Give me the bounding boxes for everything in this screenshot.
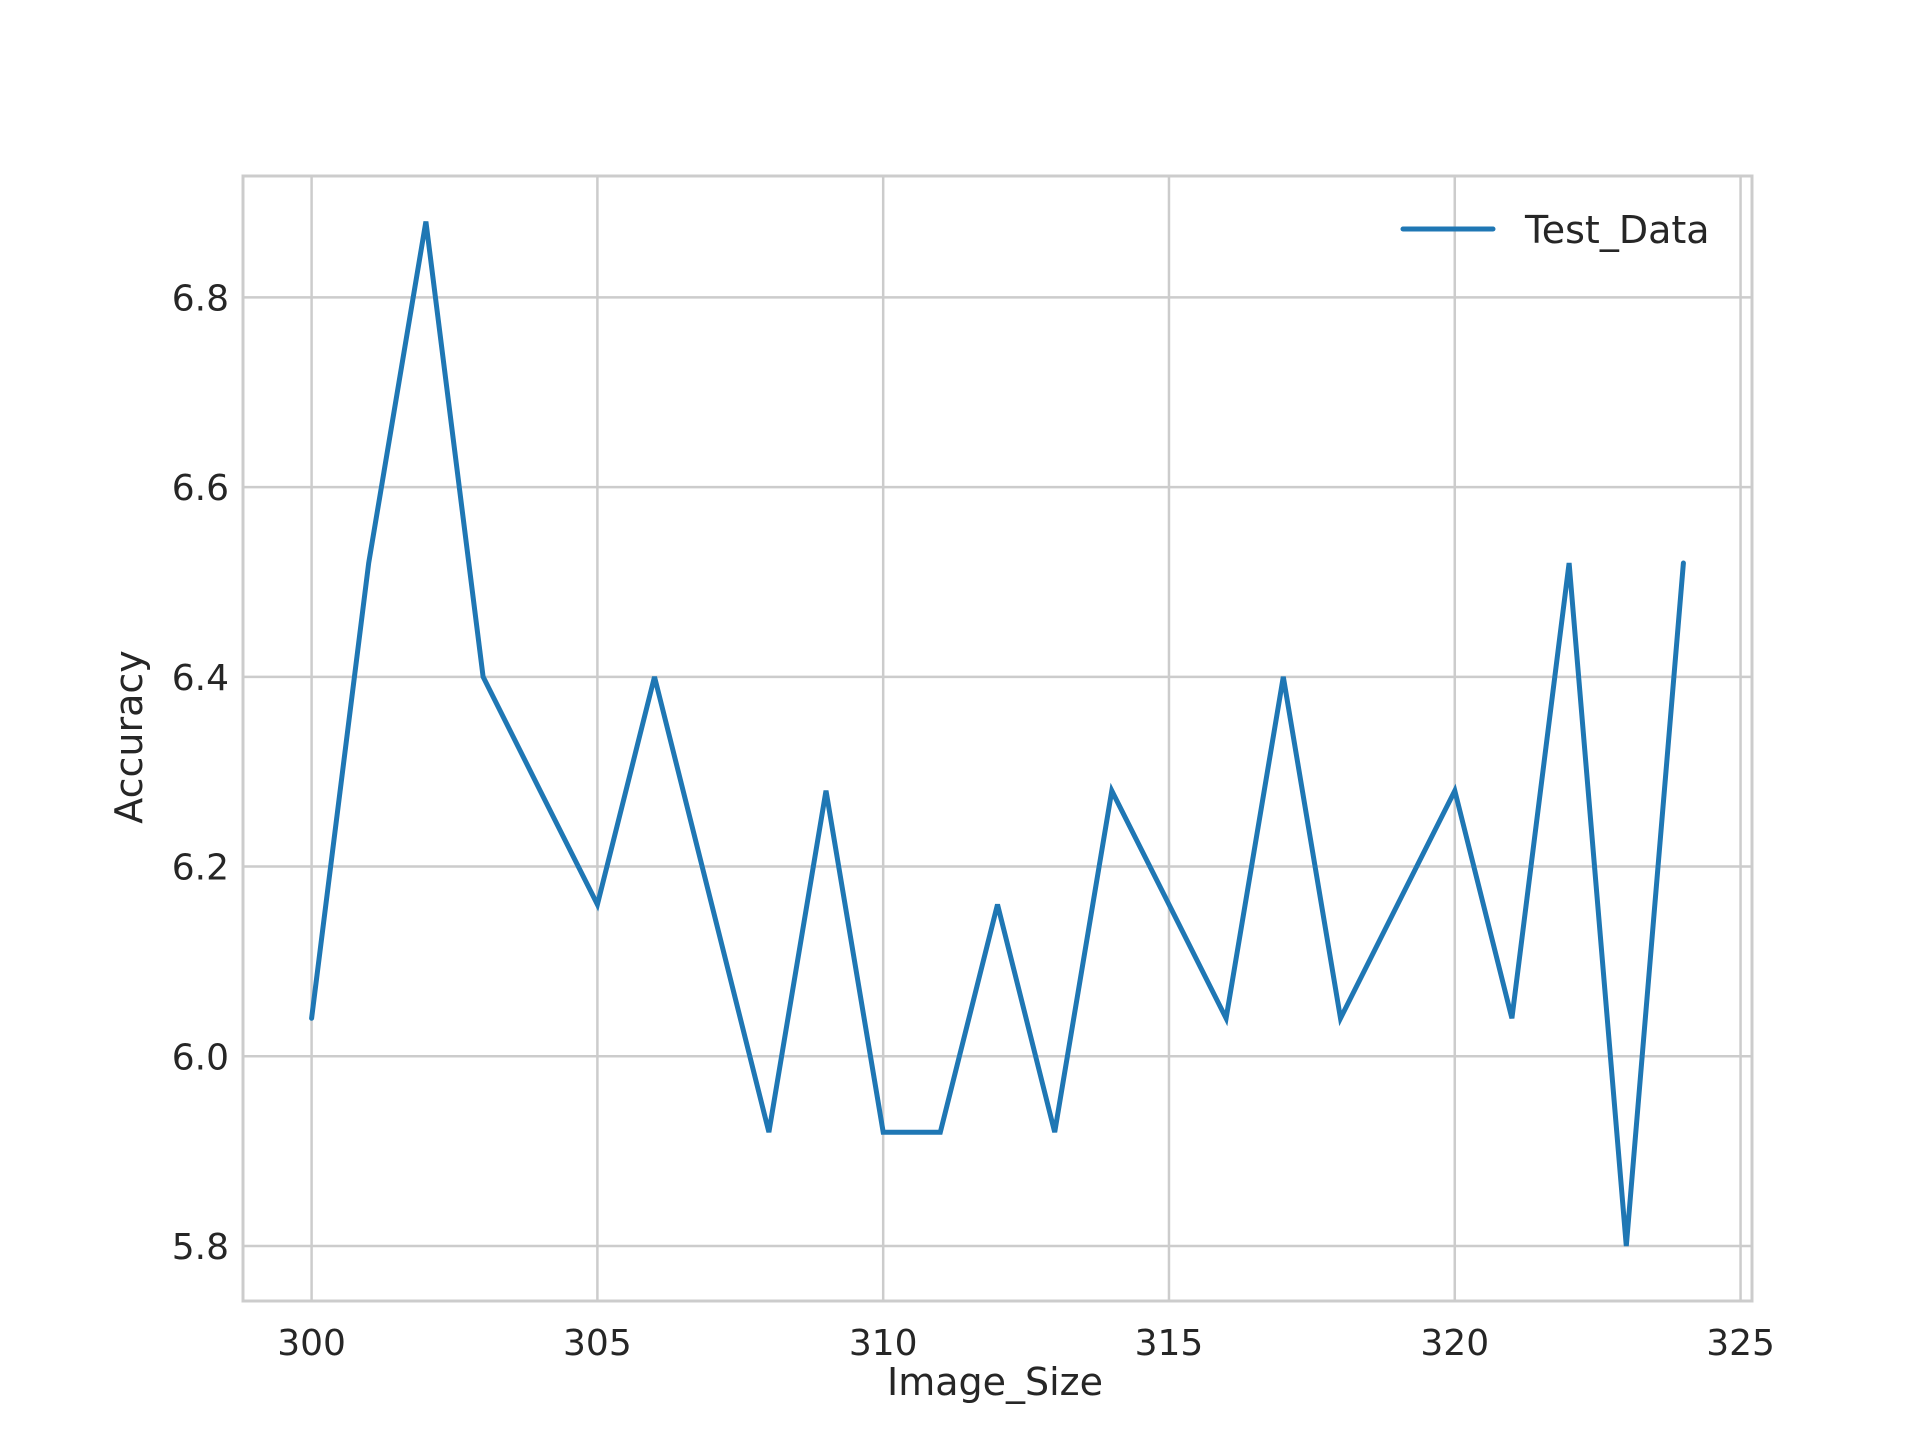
y-tick-label: 5.8: [172, 1227, 229, 1268]
y-axis-label: Accuracy: [107, 650, 151, 824]
y-tick-label: 6.0: [172, 1037, 229, 1078]
series-line-test-data: [309, 221, 1686, 1247]
legend-label-test-data: Test_Data: [1524, 208, 1710, 252]
plot-frame: [241, 174, 1754, 1303]
x-tick-label: 320: [1420, 1323, 1489, 1364]
y-tick-label: 6.6: [172, 468, 229, 509]
grid: [243, 176, 1752, 1301]
y-tick-label: 6.2: [172, 848, 229, 889]
x-tick-label: 305: [563, 1323, 632, 1364]
y-tick-label: 6.8: [172, 278, 229, 319]
x-tick-label: 300: [277, 1323, 346, 1364]
x-axis-ticks: 300 305 310 315 320 325: [277, 1323, 1775, 1364]
x-tick-label: 325: [1706, 1323, 1775, 1364]
x-axis-label: Image_Size: [887, 1360, 1103, 1404]
series-layer: [309, 221, 1686, 1247]
y-tick-label: 6.4: [172, 658, 229, 699]
x-tick-label: 310: [849, 1323, 918, 1364]
legend: Test_Data: [1400, 208, 1710, 252]
x-tick-label: 315: [1135, 1323, 1204, 1364]
y-axis-ticks: 5.8 6.0 6.2 6.4 6.6 6.8: [172, 278, 229, 1268]
